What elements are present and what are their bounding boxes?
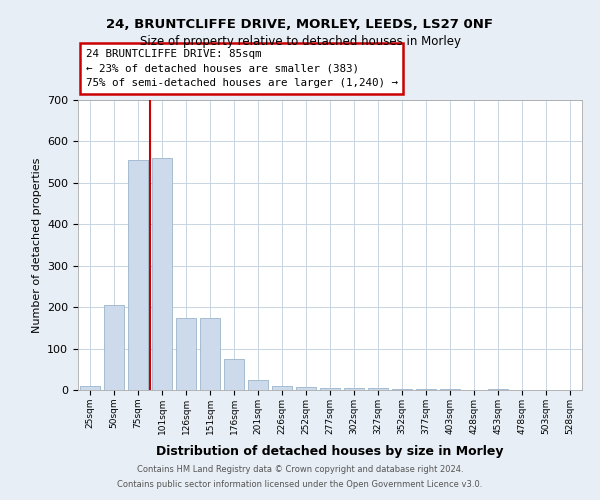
Bar <box>488 389 508 390</box>
Bar <box>248 380 268 390</box>
Text: Contains public sector information licensed under the Open Government Licence v3: Contains public sector information licen… <box>118 480 482 489</box>
Text: Contains HM Land Registry data © Crown copyright and database right 2024.: Contains HM Land Registry data © Crown c… <box>137 465 463 474</box>
Bar <box>416 389 436 390</box>
Bar <box>176 318 196 390</box>
Bar <box>440 389 460 390</box>
Text: Size of property relative to detached houses in Morley: Size of property relative to detached ho… <box>139 35 461 48</box>
Bar <box>272 386 292 390</box>
Y-axis label: Number of detached properties: Number of detached properties <box>32 158 41 332</box>
Bar <box>392 389 412 390</box>
Bar <box>320 388 340 390</box>
Bar <box>224 359 244 390</box>
Bar <box>200 318 220 390</box>
Bar <box>152 158 172 390</box>
Bar <box>296 387 316 390</box>
Text: 24 BRUNTCLIFFE DRIVE: 85sqm
← 23% of detached houses are smaller (383)
75% of se: 24 BRUNTCLIFFE DRIVE: 85sqm ← 23% of det… <box>86 49 398 88</box>
X-axis label: Distribution of detached houses by size in Morley: Distribution of detached houses by size … <box>156 445 504 458</box>
Bar <box>104 305 124 390</box>
Text: 24, BRUNTCLIFFE DRIVE, MORLEY, LEEDS, LS27 0NF: 24, BRUNTCLIFFE DRIVE, MORLEY, LEEDS, LS… <box>107 18 493 30</box>
Bar <box>344 388 364 390</box>
Bar <box>368 388 388 390</box>
Bar <box>128 160 148 390</box>
Bar <box>80 386 100 390</box>
